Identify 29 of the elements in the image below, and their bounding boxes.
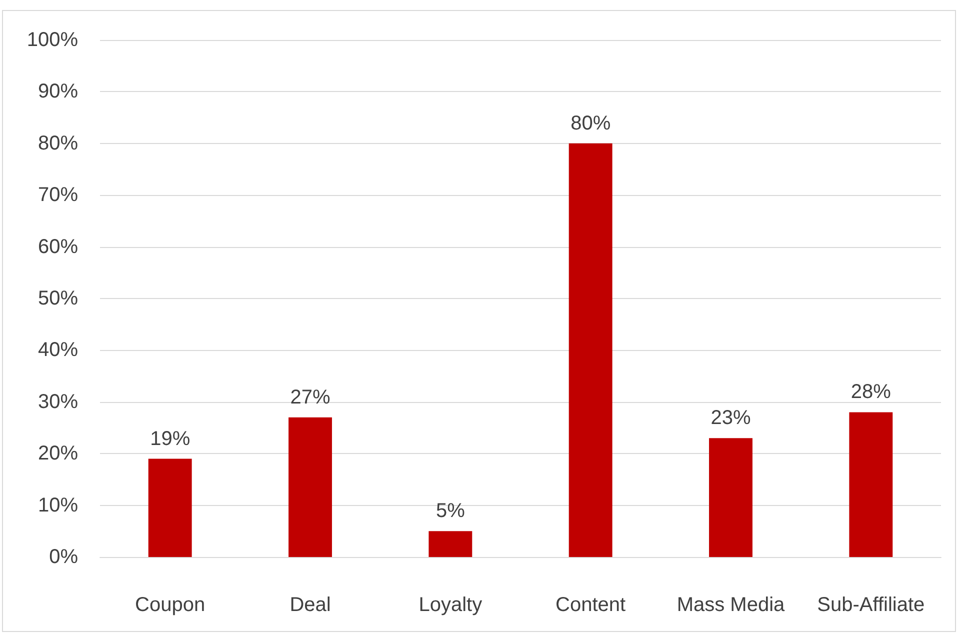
x-tick-label: Loyalty xyxy=(418,594,482,616)
y-tick-label: 70% xyxy=(38,184,78,206)
x-tick-label: Mass Media xyxy=(676,594,786,616)
data-label: 80% xyxy=(570,112,611,134)
x-tick-label: Coupon xyxy=(135,594,206,616)
y-tick-label: 80% xyxy=(38,132,78,154)
bar xyxy=(568,143,612,557)
y-tick-label: 60% xyxy=(38,236,78,258)
y-tick-label: 30% xyxy=(38,390,78,413)
y-tick-label: 50% xyxy=(38,288,78,310)
x-tick-label: Deal xyxy=(290,594,331,616)
bar xyxy=(849,412,893,557)
x-tick-label: Sub-Affiliate xyxy=(817,594,925,616)
data-label: 28% xyxy=(850,381,892,404)
y-tick-label: 100% xyxy=(26,29,78,51)
x-tick-label: Content xyxy=(556,594,626,616)
data-label: 23% xyxy=(710,407,751,430)
y-tick-label: 40% xyxy=(38,339,78,362)
bar xyxy=(148,458,192,557)
bar xyxy=(428,531,472,557)
data-label: 19% xyxy=(150,428,190,450)
y-tick-label: 90% xyxy=(38,80,78,103)
y-tick-label: 20% xyxy=(38,442,78,465)
data-label: 27% xyxy=(290,386,330,408)
y-tick-label: 0% xyxy=(49,546,78,568)
data-label: 5% xyxy=(436,500,466,522)
bar xyxy=(288,417,332,557)
y-tick-label: 10% xyxy=(38,494,78,516)
bar xyxy=(709,438,752,557)
